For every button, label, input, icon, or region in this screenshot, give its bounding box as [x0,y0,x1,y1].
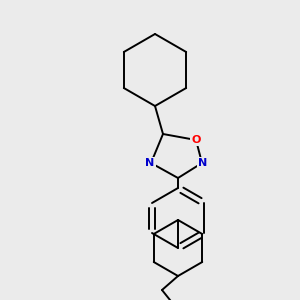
Text: N: N [198,158,208,168]
Text: O: O [191,135,201,145]
Text: N: N [146,158,154,168]
